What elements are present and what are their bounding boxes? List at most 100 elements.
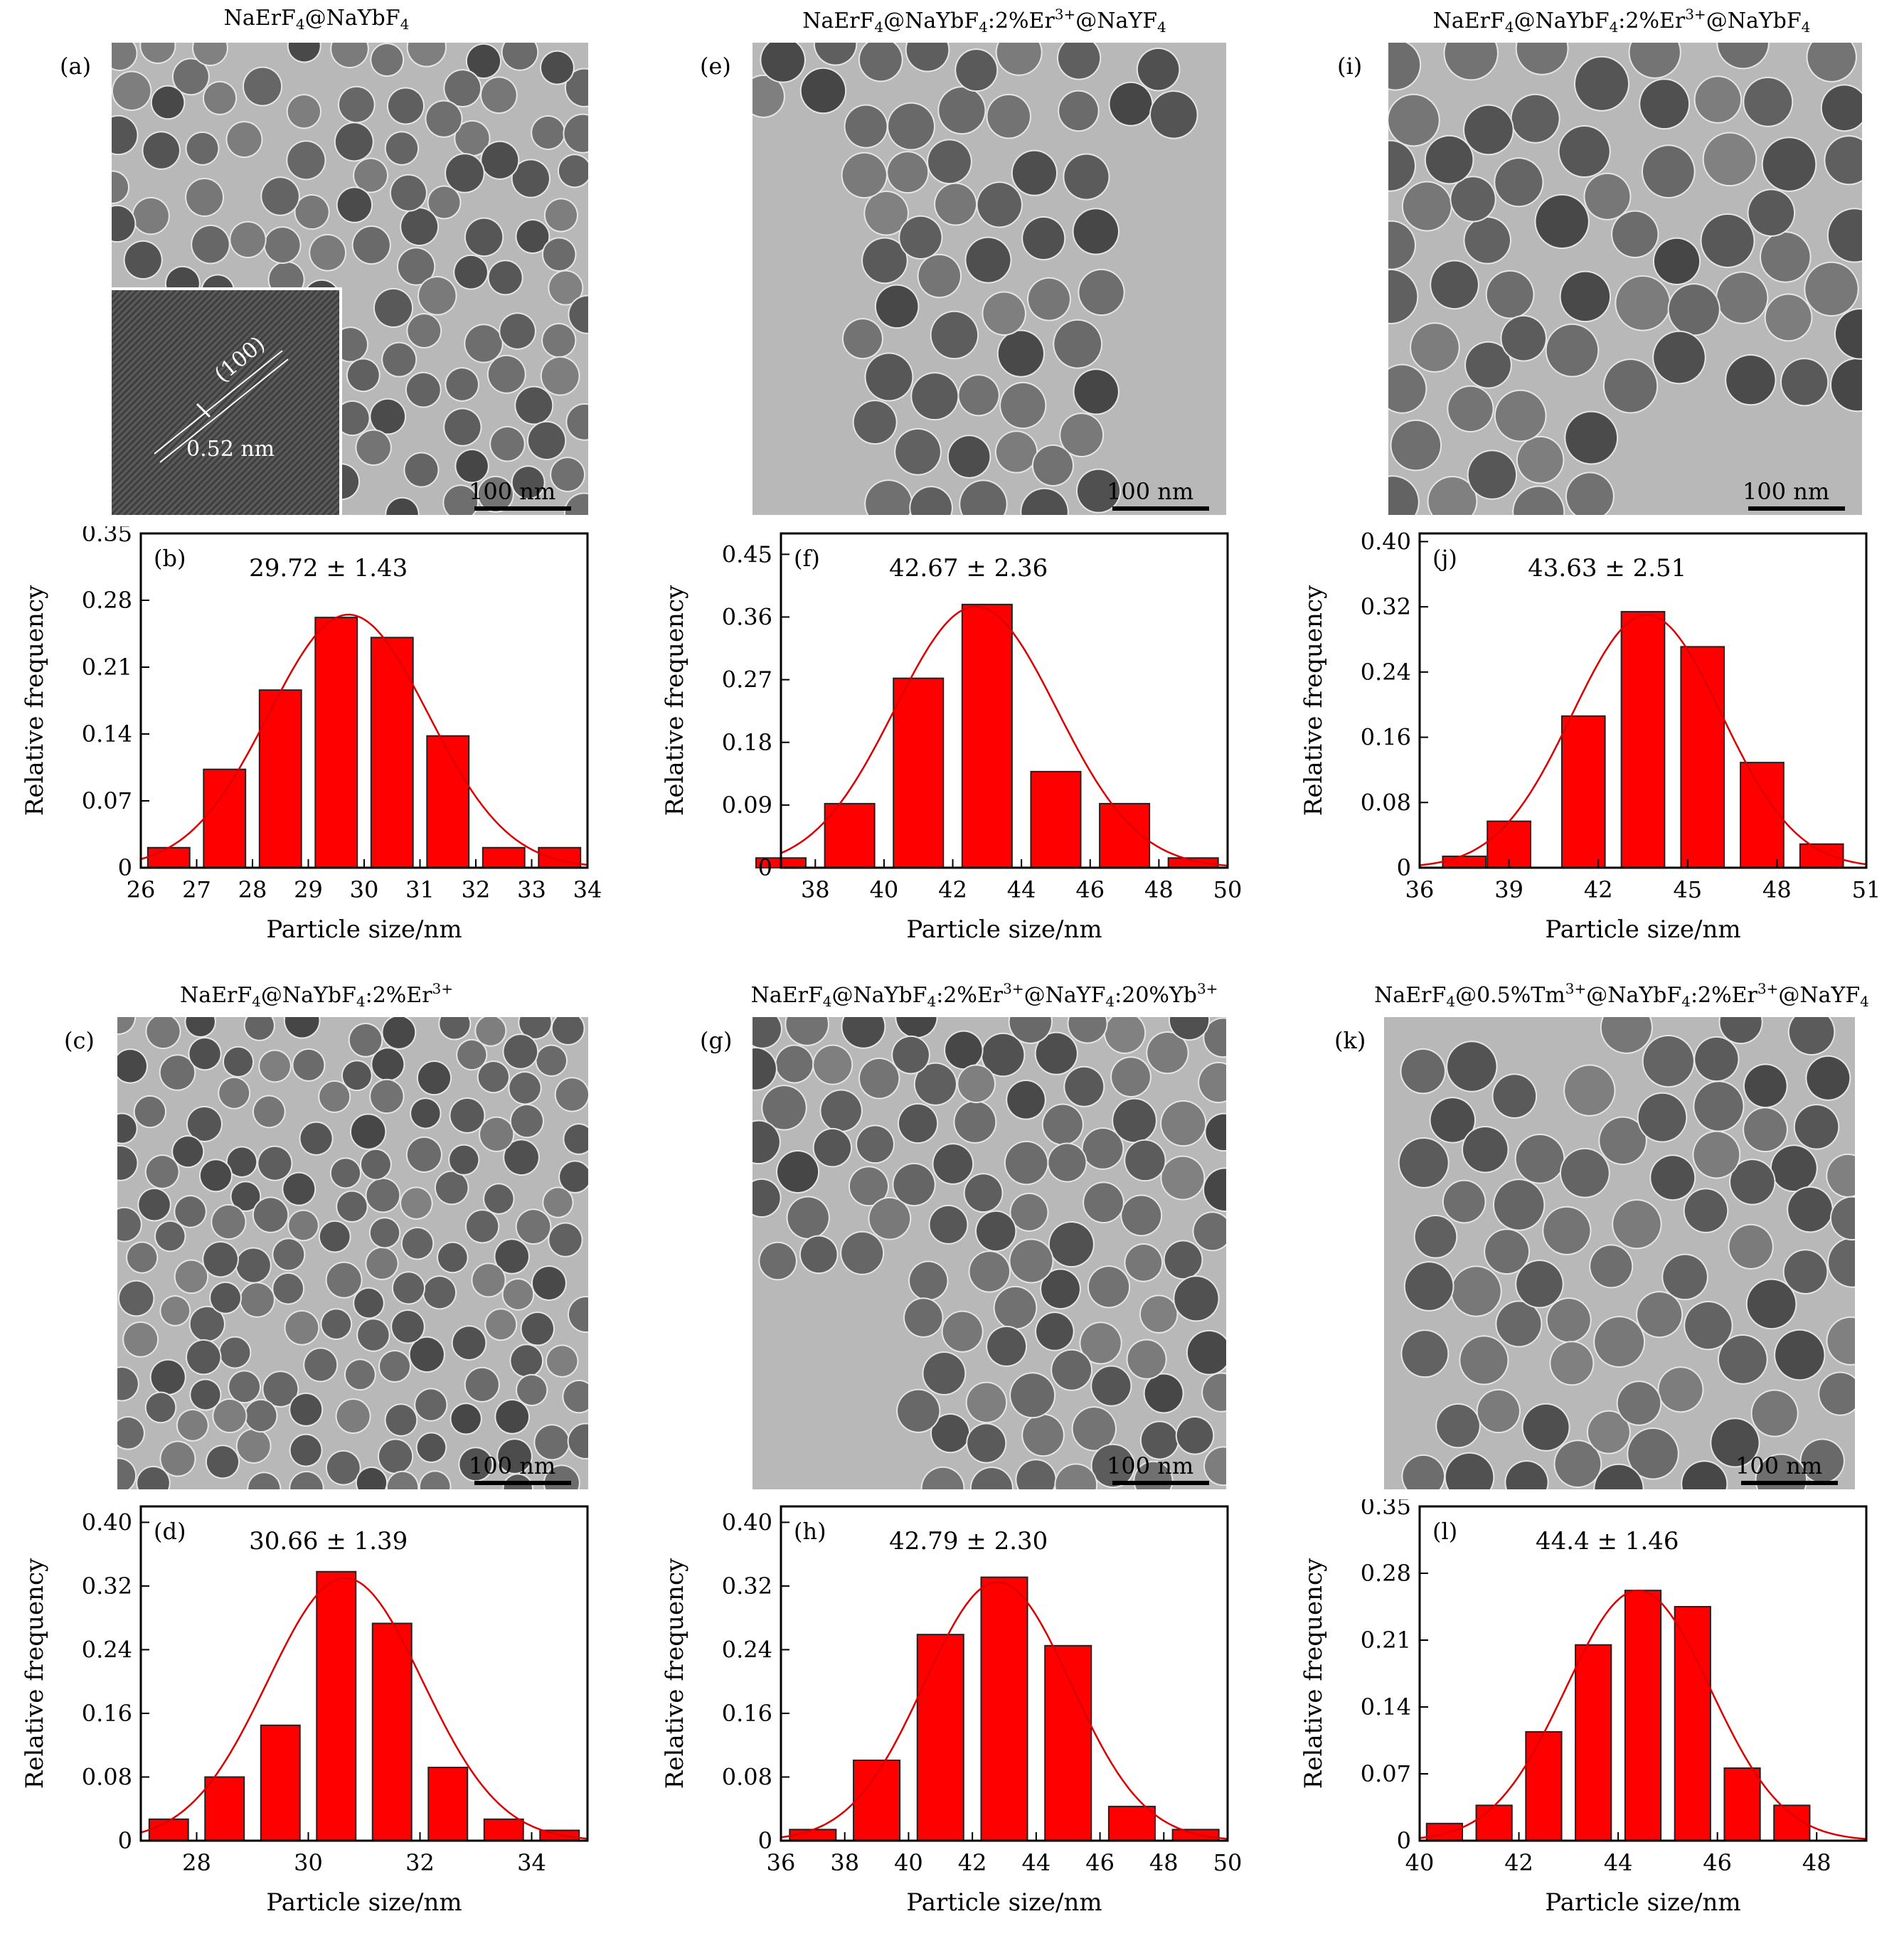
gaussian-fit-curve xyxy=(140,613,588,866)
panel-letter: (j) xyxy=(1432,545,1457,572)
scale-bar xyxy=(1741,1481,1838,1485)
y-tick-label: 0 xyxy=(1397,854,1411,881)
x-tick-label: 46 xyxy=(1703,1849,1732,1876)
gaussian-fit-curve xyxy=(140,1577,588,1840)
histogram-bar xyxy=(1442,855,1487,869)
y-tick-label: 0 xyxy=(118,854,132,881)
tem-title-e: NaErF4@NaYbF4:2%Er3+@NaYF4 xyxy=(802,6,1166,36)
histogram-bar xyxy=(961,603,1013,868)
scale-bar xyxy=(1748,506,1845,511)
x-tick-label: 50 xyxy=(1213,876,1243,903)
histogram-svg: 36 38 40 42 44 46 48 50 0 0.08 0.16 0.24 0.32 0.40 (h)… xyxy=(661,1505,1243,1917)
histogram-bar xyxy=(427,1767,469,1841)
panel-letter: (h) xyxy=(794,1518,826,1545)
panel-letter-k: (k) xyxy=(1334,1027,1366,1054)
panel-letter-e: (e) xyxy=(700,53,731,80)
y-tick-label: 0.24 xyxy=(1361,659,1411,686)
tem-image-e: 100 nm xyxy=(752,43,1226,515)
scale-label: 100 nm xyxy=(1107,478,1194,505)
y-axis-label: Relative frequency xyxy=(21,1558,49,1789)
x-tick-label: 32 xyxy=(405,1849,435,1876)
y-tick-label: 0.28 xyxy=(82,587,132,614)
y-tick-label: 0.16 xyxy=(1361,724,1411,751)
y-axis-label: Relative frequency xyxy=(1299,585,1328,816)
gaussian-fit-curve xyxy=(780,605,1228,867)
chart-f: 38 40 42 44 46 48 50 0 0.09 0.18 0.27 0.36 0.45 (f) 42… xyxy=(640,526,1245,963)
panel-letter: (b) xyxy=(154,545,186,572)
histogram-bar xyxy=(1799,843,1844,869)
y-tick-label: 0.32 xyxy=(82,1573,132,1600)
x-tick-label: 42 xyxy=(1504,1849,1533,1876)
y-tick-label: 0.08 xyxy=(1361,789,1411,816)
x-tick-label: 36 xyxy=(1405,876,1435,903)
y-tick-label: 0.14 xyxy=(1361,1693,1411,1720)
x-tick-label: 42 xyxy=(938,876,967,903)
histogram-svg: 38 40 42 44 46 48 50 0 0.09 0.18 0.27 0.36 0.45 (f) 42… xyxy=(661,532,1243,944)
x-axis-label: Particle size/nm xyxy=(906,1888,1102,1917)
mean-size-annotation: 42.79 ± 2.30 xyxy=(889,1527,1048,1555)
x-tick-label: 34 xyxy=(573,876,602,903)
histogram-bar xyxy=(538,846,582,868)
x-tick-label: 50 xyxy=(1213,1849,1243,1876)
x-tick-label: 40 xyxy=(1405,1849,1435,1876)
histogram-bar xyxy=(426,735,470,868)
scale-label: 100 nm xyxy=(469,478,556,505)
histogram-bar xyxy=(980,1576,1028,1841)
x-tick-label: 38 xyxy=(801,876,830,903)
tem-image-k: 100 nm xyxy=(1384,1017,1855,1489)
y-tick-label: 0.24 xyxy=(722,1636,772,1663)
panel-letter: (l) xyxy=(1432,1518,1457,1545)
panel-letter-i: (i) xyxy=(1337,53,1363,80)
panel-letter: (f) xyxy=(794,545,820,572)
mean-size-annotation: 30.66 ± 1.39 xyxy=(249,1527,408,1555)
y-tick-label: 0.35 xyxy=(82,526,132,547)
tem-image-g: 100 nm xyxy=(752,1017,1226,1489)
histogram-bar xyxy=(260,1724,301,1841)
histogram-bar xyxy=(1575,1644,1612,1841)
panel-letter: (d) xyxy=(154,1518,186,1545)
gaussian-fit-curve xyxy=(780,1581,1228,1840)
plot-frame xyxy=(1418,1505,1868,1842)
x-tick-label: 39 xyxy=(1494,876,1523,903)
histogram-bar xyxy=(1167,857,1219,868)
x-tick-label: 48 xyxy=(1144,876,1174,903)
histogram-bar xyxy=(1525,1730,1563,1841)
plot-frame xyxy=(139,1505,589,1842)
hrtem-inset: (100) 0.52 nm xyxy=(112,287,342,515)
y-axis-label: Relative frequency xyxy=(661,585,689,816)
y-tick-label: 0.32 xyxy=(1361,593,1411,620)
y-tick-label: 0.18 xyxy=(722,729,772,756)
histogram-bar xyxy=(1475,1804,1513,1842)
histogram-bar xyxy=(1620,611,1666,869)
x-axis-label: Particle size/nm xyxy=(906,915,1102,944)
gaussian-fit-curve xyxy=(1419,614,1867,866)
histogram-bar xyxy=(1674,1606,1711,1841)
y-tick-label: 0.24 xyxy=(82,1636,132,1663)
y-axis-label: Relative frequency xyxy=(1299,1558,1328,1789)
histogram-bar xyxy=(148,1818,189,1841)
histogram-bar xyxy=(1171,1829,1220,1842)
histogram-bar xyxy=(1107,1805,1156,1841)
lattice-spacing-label: 0.52 nm xyxy=(186,437,275,462)
x-axis-label: Particle size/nm xyxy=(266,915,462,944)
x-tick-label: 30 xyxy=(294,1849,323,1876)
x-tick-label: 46 xyxy=(1075,876,1105,903)
y-tick-label: 0.08 xyxy=(82,1763,132,1790)
y-tick-label: 0 xyxy=(118,1827,132,1854)
histogram-bar xyxy=(258,689,302,868)
x-tick-label: 40 xyxy=(894,1849,923,1876)
histogram-bar xyxy=(1030,770,1082,868)
x-tick-label: 34 xyxy=(517,1849,546,1876)
x-tick-label: 32 xyxy=(462,876,491,903)
y-tick-label: 0.08 xyxy=(722,1763,772,1790)
x-tick-label: 48 xyxy=(1762,876,1792,903)
x-tick-label: 31 xyxy=(405,876,435,903)
x-tick-label: 44 xyxy=(1021,1849,1051,1876)
x-tick-label: 40 xyxy=(870,876,899,903)
x-axis-label: Particle size/nm xyxy=(1545,915,1740,944)
y-tick-label: 0.45 xyxy=(722,541,772,568)
scale-label: 100 nm xyxy=(469,1452,556,1479)
histogram-bar xyxy=(1624,1590,1662,1842)
x-axis-label: Particle size/nm xyxy=(266,1888,462,1917)
histogram-bar xyxy=(1723,1767,1761,1842)
